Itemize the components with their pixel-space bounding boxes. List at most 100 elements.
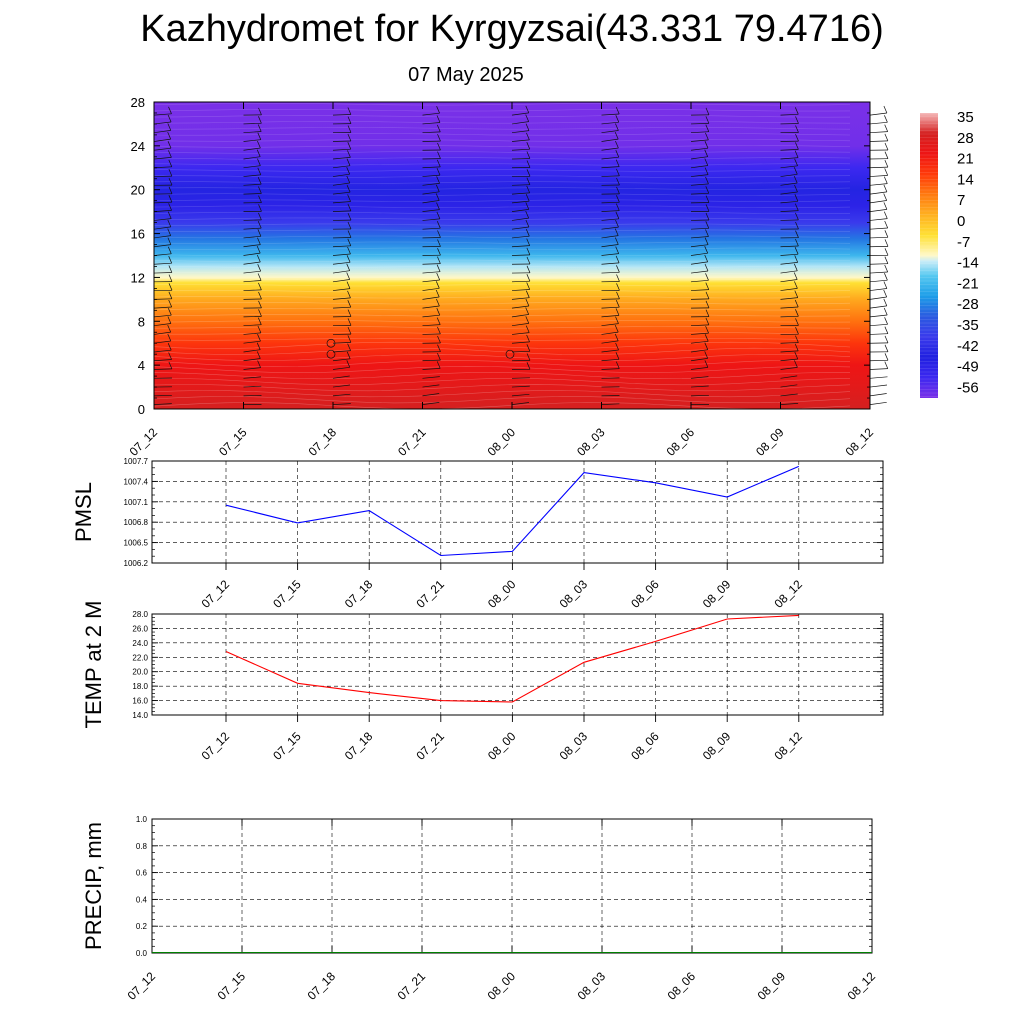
wind-barb-feather (795, 327, 799, 335)
wind-barb (869, 323, 888, 327)
wind-barb (690, 332, 709, 335)
y-tick-label: 8 (138, 314, 145, 329)
wind-barb-feather (437, 248, 441, 256)
series-line (225, 614, 799, 703)
y-tick-label: 1007.7 (124, 457, 149, 466)
y-tick-label: 14.0 (132, 711, 148, 720)
wind-barb-feather (794, 290, 799, 298)
wind-barb-feather (704, 167, 709, 175)
wind-barb-feather (793, 272, 798, 280)
y-tick-label: 1007.1 (124, 498, 149, 507)
wind-barb (511, 226, 529, 230)
wind-barb-feather (794, 255, 799, 263)
wind-barb (511, 130, 530, 134)
wind-barb (422, 200, 440, 204)
wind-barb (511, 280, 530, 283)
wind-barb-feather (616, 177, 620, 186)
wind-barb (869, 271, 888, 274)
wind-barb-feather (526, 334, 530, 343)
wind-barb-feather (884, 326, 889, 334)
wind-barb (332, 403, 351, 405)
contour-line (153, 326, 851, 329)
wind-barb (601, 201, 620, 204)
wind-barb-feather (705, 176, 709, 185)
wind-barb (601, 147, 619, 151)
wind-barb (243, 174, 261, 177)
wind-barb-feather (347, 290, 351, 299)
wind-barb (869, 288, 887, 291)
wind-barb (690, 147, 709, 151)
wind-barb-feather (526, 247, 531, 256)
wind-barb-feather (346, 281, 351, 289)
wind-barb (153, 403, 172, 405)
wind-barb-feather (436, 106, 440, 114)
wind-barb (690, 289, 709, 291)
wind-barb-feather (795, 238, 799, 247)
wind-barb-feather (258, 195, 262, 203)
wind-barb (511, 245, 530, 248)
wind-barb (422, 393, 440, 397)
wind-barb (511, 385, 530, 388)
wind-barb (422, 263, 441, 265)
wind-barb (780, 245, 799, 248)
pmsl-panel: 1006.2 1006.5 1006.8 1007.1 1007.4 1007.7 07_1… (71, 457, 884, 611)
wind-barb (243, 235, 261, 239)
wind-barb-feather (795, 335, 799, 343)
wind-barb-feather (257, 132, 262, 140)
x-tick-label: 08_09 (755, 969, 789, 1003)
wind-barb-feather (705, 291, 710, 300)
wind-barb (869, 384, 888, 388)
wind-barb-feather (884, 344, 889, 352)
wind-barb (243, 183, 262, 186)
wind-barb (690, 270, 709, 274)
wind-barb-feather (346, 351, 351, 359)
wind-barb (153, 113, 172, 116)
wind-barb (153, 349, 172, 353)
wind-barb (243, 131, 262, 134)
wind-barb (511, 323, 529, 327)
wind-barb (332, 350, 351, 353)
wind-barb-feather (795, 230, 799, 238)
wind-barb-feather (705, 124, 710, 132)
wind-barb-feather (347, 318, 352, 326)
wind-barb (869, 305, 887, 309)
wind-barb (869, 166, 888, 169)
wind-barb-feather (705, 132, 709, 141)
wind-barb-feather (884, 168, 889, 176)
wind-barb (422, 218, 440, 221)
contour-line (153, 341, 851, 349)
wind-barb (422, 287, 440, 291)
wind-barb-feather (884, 248, 889, 256)
wind-barb (243, 139, 261, 142)
wind-barb-feather (435, 193, 440, 201)
wind-barb (332, 384, 351, 388)
wind-barb (780, 350, 799, 353)
wind-barb-feather (794, 150, 799, 158)
wind-barb-feather (884, 151, 889, 159)
wind-barb-feather (346, 185, 351, 193)
wind-barb (511, 377, 530, 379)
wind-barb (422, 384, 440, 388)
wind-barb (601, 138, 619, 142)
wind-barb (601, 358, 620, 362)
wind-barb (153, 244, 171, 248)
wind-barb (780, 165, 798, 169)
wind-barb-feather (705, 195, 710, 203)
wind-barb-feather (167, 308, 172, 316)
x-tick-label: 07_12 (199, 577, 233, 611)
wind-barb-feather (526, 282, 531, 290)
wind-barb-feather (258, 107, 262, 116)
wind-barb-feather (436, 264, 441, 272)
wind-barb (332, 148, 351, 151)
wind-barb-feather (347, 300, 352, 308)
wind-barb (332, 270, 350, 274)
wind-barb (601, 113, 620, 116)
wind-barb-feather (258, 186, 262, 194)
wind-barb (511, 200, 530, 204)
panel-frame (151, 613, 884, 716)
wind-barb-feather (615, 106, 620, 115)
wind-barb-feather (168, 256, 173, 264)
contour-line (153, 301, 851, 305)
wind-barb-feather (615, 140, 619, 149)
x-tick-label: 07_21 (413, 577, 447, 611)
